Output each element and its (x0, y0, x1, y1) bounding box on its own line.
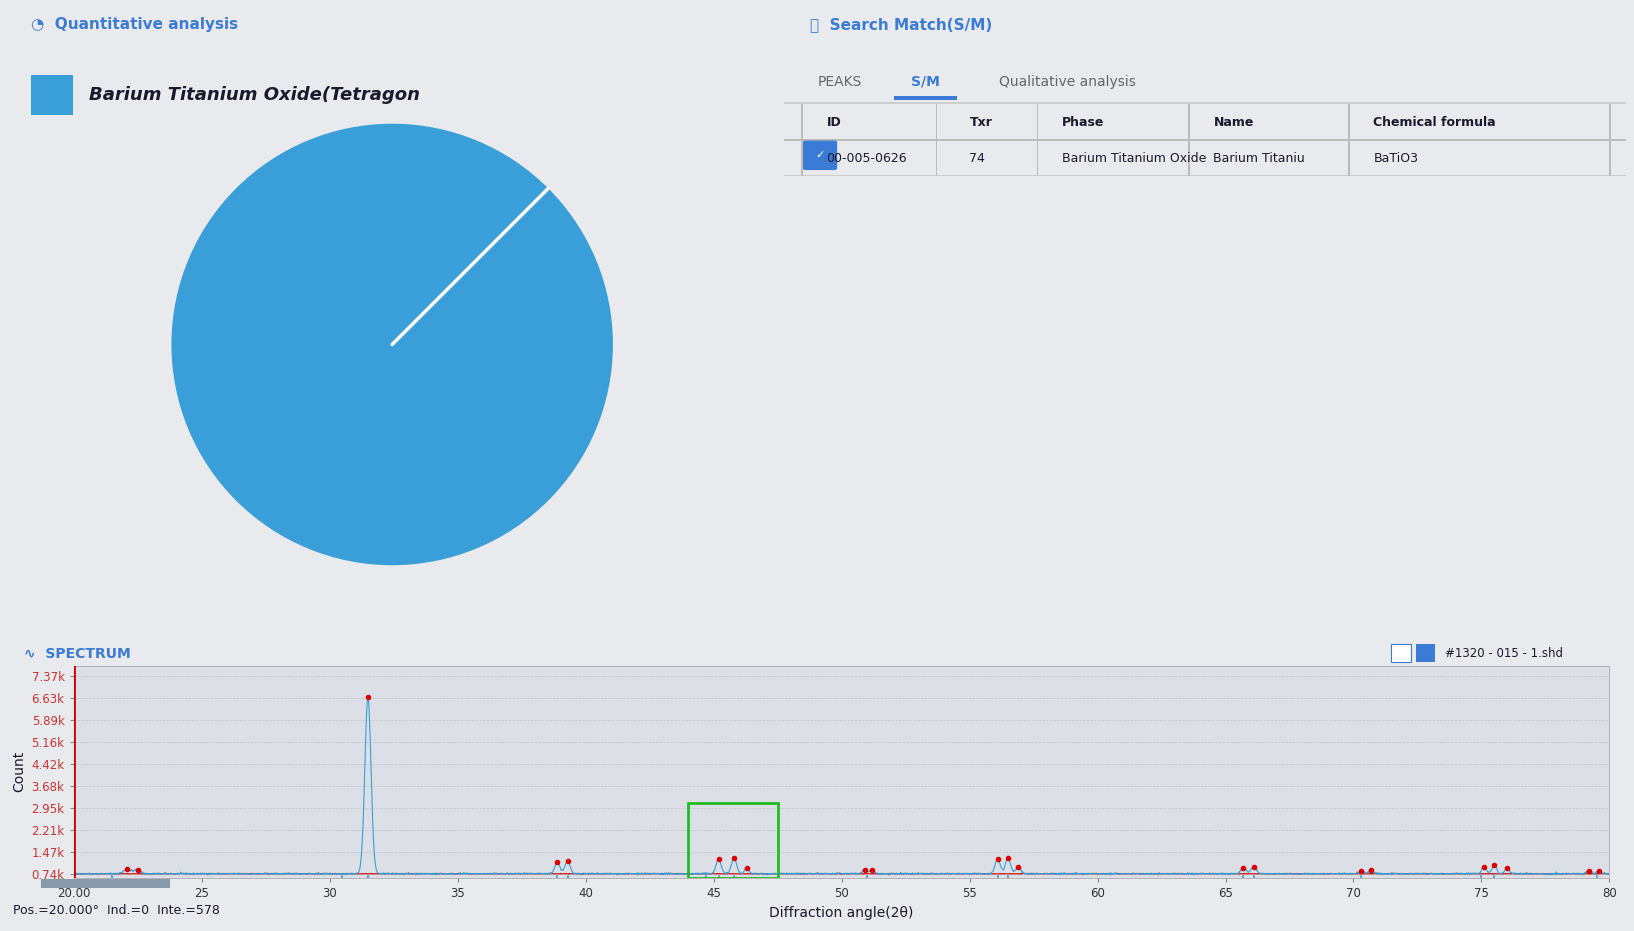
Text: PEAKS: PEAKS (819, 74, 863, 88)
Text: Barium Titaniu: Barium Titaniu (1214, 152, 1306, 165)
Text: Phase: Phase (1062, 115, 1105, 128)
Bar (1188, 141, 1190, 176)
Text: 00-005-0626: 00-005-0626 (827, 152, 907, 165)
Text: ∿  SPECTRUM: ∿ SPECTRUM (25, 647, 131, 661)
Bar (784, 175, 1626, 176)
Bar (936, 141, 938, 176)
Text: Txr: Txr (969, 115, 992, 128)
Text: 🔍  Search Match(S/M): 🔍 Search Match(S/M) (809, 17, 992, 32)
Bar (1036, 141, 1039, 176)
Bar (784, 106, 1626, 140)
Text: Chemical formula: Chemical formula (1373, 115, 1497, 128)
Bar (1188, 104, 1190, 141)
Bar (1391, 643, 1410, 662)
Text: Name: Name (1214, 115, 1253, 128)
Text: ◔  Quantitative analysis: ◔ Quantitative analysis (31, 17, 239, 32)
Text: Barium Titanium Oxide: Barium Titanium Oxide (1062, 152, 1206, 165)
Text: Qualitative analysis: Qualitative analysis (998, 74, 1136, 88)
Bar (1609, 141, 1611, 176)
Bar (1036, 104, 1039, 141)
Bar (894, 96, 958, 100)
Bar (31, 75, 74, 115)
Bar (1415, 643, 1435, 662)
Bar (1348, 104, 1350, 141)
Bar (41, 879, 170, 888)
Circle shape (172, 125, 613, 564)
Text: ✓: ✓ (815, 150, 825, 160)
X-axis label: Diffraction angle(2θ): Diffraction angle(2θ) (770, 906, 913, 920)
Text: Pos.=20.000°  Ind.=0  Inte.=578: Pos.=20.000° Ind.=0 Inte.=578 (13, 904, 221, 916)
Text: Barium Titanium Oxide(Tetragon: Barium Titanium Oxide(Tetragon (88, 86, 420, 104)
Text: BaTiO3: BaTiO3 (1373, 152, 1418, 165)
Text: S/M: S/M (910, 74, 940, 88)
Bar (801, 141, 802, 176)
Text: #1320 - 015 - 1.shd: #1320 - 015 - 1.shd (1444, 647, 1562, 660)
Bar (801, 104, 802, 141)
Bar (1348, 141, 1350, 176)
Text: 74: 74 (969, 152, 985, 165)
Bar (936, 104, 938, 141)
Bar (1609, 104, 1611, 141)
Bar (688, 803, 778, 878)
Bar (784, 102, 1626, 104)
Text: ID: ID (827, 115, 842, 128)
Bar (784, 140, 1626, 141)
FancyBboxPatch shape (804, 142, 837, 169)
Y-axis label: Count: Count (11, 751, 26, 792)
